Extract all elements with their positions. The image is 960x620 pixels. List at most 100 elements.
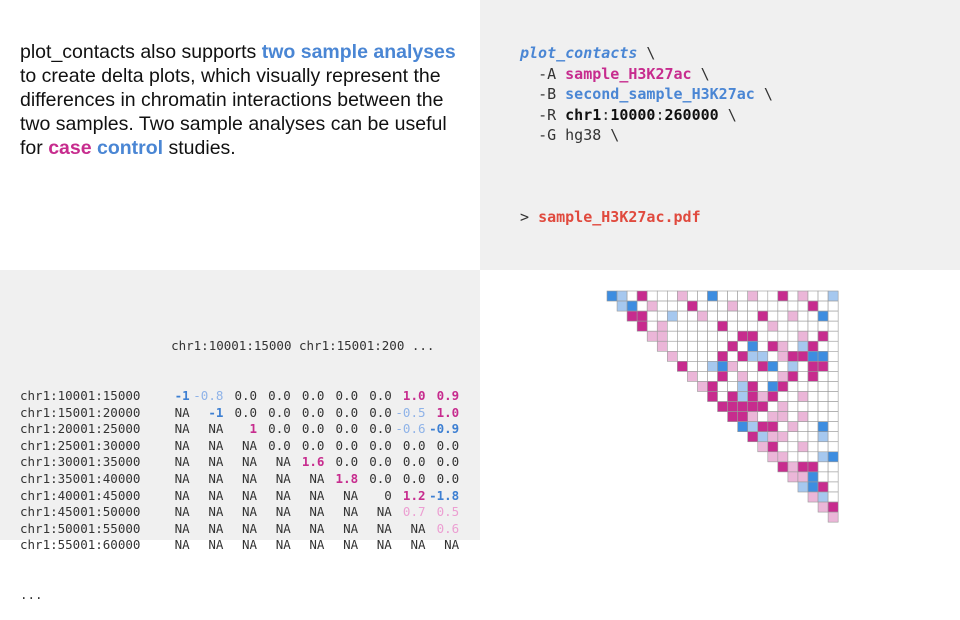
matrix-cell: 1.2 bbox=[402, 487, 426, 503]
matrix-cell: 0.0 bbox=[301, 421, 325, 437]
heatmap-cell bbox=[747, 411, 759, 422]
heatmap-cell bbox=[817, 451, 829, 463]
matrix-cell: 0.0 bbox=[436, 454, 460, 470]
command-line-1: plot_contacts \ bbox=[520, 43, 773, 64]
heatmap-cell bbox=[656, 340, 668, 352]
heatmap-cell bbox=[787, 441, 799, 453]
matrix-cell: NA bbox=[174, 404, 190, 420]
heatmap-cell bbox=[787, 290, 799, 302]
highlight-case: case bbox=[48, 137, 92, 159]
heatmap-cell bbox=[687, 310, 698, 322]
flag-a: -A bbox=[538, 64, 557, 83]
heatmap-cell bbox=[727, 320, 738, 332]
heatmap-cell bbox=[797, 471, 809, 483]
heatmap-cell bbox=[687, 330, 698, 342]
matrix-cell: NA bbox=[242, 437, 258, 453]
heatmap-cell bbox=[606, 290, 618, 302]
heatmap-cell bbox=[767, 391, 779, 402]
heatmap-cell bbox=[757, 441, 769, 453]
heatmap-cell bbox=[747, 310, 759, 322]
heatmap-cell bbox=[777, 391, 789, 402]
heatmap-cell bbox=[777, 381, 789, 392]
heatmap-cell bbox=[687, 361, 698, 372]
heatmap-cell bbox=[757, 290, 769, 302]
matrix-cell: 1.0 bbox=[402, 387, 426, 403]
heatmap-cell bbox=[747, 330, 759, 342]
heatmap-cell bbox=[827, 481, 839, 493]
heatmap-cell bbox=[807, 320, 819, 332]
heatmap-cell bbox=[797, 320, 809, 332]
matrix-cell: 0.0 bbox=[234, 387, 258, 403]
matrix-cell: NA bbox=[410, 520, 426, 536]
heatmap-cell bbox=[777, 431, 789, 443]
heatmap-cell bbox=[817, 461, 829, 473]
heatmap-cell bbox=[697, 300, 708, 312]
heatmap-cell bbox=[777, 320, 789, 332]
heatmap-cell bbox=[737, 351, 748, 362]
matrix-cell: NA bbox=[174, 520, 190, 536]
description-text: plot_contacts also supports two sample a… bbox=[20, 40, 465, 160]
heatmap-cell bbox=[707, 330, 718, 342]
matrix-cell: NA bbox=[174, 437, 190, 453]
heatmap-cell bbox=[697, 361, 708, 372]
matrix-cell: 0.0 bbox=[234, 404, 258, 420]
heatmap-cell bbox=[787, 431, 799, 443]
heatmap-cell bbox=[807, 330, 819, 342]
heatmap-cell bbox=[817, 371, 829, 382]
heatmap-cell bbox=[817, 441, 829, 453]
heatmap-cell bbox=[667, 320, 678, 332]
heatmap-cell bbox=[767, 300, 779, 312]
heatmap-cell bbox=[787, 471, 799, 483]
heatmap-cell bbox=[687, 371, 698, 382]
matrix-cell: -1 bbox=[208, 404, 224, 420]
heatmap-cell bbox=[807, 461, 819, 473]
matrix-cell: NA bbox=[242, 520, 258, 536]
heatmap-cell bbox=[616, 300, 628, 312]
heatmap-cell bbox=[747, 320, 759, 332]
heatmap-cell bbox=[687, 320, 698, 332]
matrix-cell: -1.8 bbox=[429, 487, 460, 503]
heatmap-cell bbox=[797, 300, 809, 312]
heatmap-cell bbox=[727, 330, 738, 342]
matrix-cell: 0.0 bbox=[335, 454, 359, 470]
heatmap-cell bbox=[817, 300, 829, 312]
heatmap-cell bbox=[737, 310, 748, 322]
heatmap-cell bbox=[737, 290, 748, 302]
heatmap-cell bbox=[656, 290, 668, 302]
desc-part-3: studies. bbox=[163, 137, 236, 159]
heatmap-cell bbox=[757, 391, 769, 402]
matrix-cell: 0.0 bbox=[301, 437, 325, 453]
matrix-row: chr1:40001:45000 NA NA NA NA NA NA 0 1.2 -1.8 bbox=[20, 488, 459, 505]
line-continuation: \ bbox=[754, 85, 773, 103]
heatmap-cell bbox=[777, 361, 789, 372]
heatmap-cell bbox=[677, 320, 688, 332]
contact-matrix: chr1:10001:15000 chr1:15001:200 ... chr1… bbox=[20, 305, 459, 620]
heatmap-cell bbox=[677, 290, 688, 302]
heatmap-cell bbox=[777, 340, 789, 352]
matrix-cell: 0.0 bbox=[369, 454, 392, 470]
heatmap-cell bbox=[717, 330, 728, 342]
matrix-cell: NA bbox=[242, 504, 258, 520]
heatmap-cell bbox=[717, 351, 728, 362]
line-continuation: \ bbox=[637, 44, 656, 62]
heatmap-cell bbox=[636, 320, 648, 332]
heatmap-cell bbox=[646, 330, 658, 342]
heatmap-cell bbox=[817, 391, 829, 402]
matrix-cell: 0.0 bbox=[268, 421, 291, 437]
heatmap-cell bbox=[797, 351, 809, 362]
heatmap-cell bbox=[817, 401, 829, 412]
matrix-cell: 0.0 bbox=[268, 437, 291, 453]
matrix-cell: -1 bbox=[174, 387, 190, 403]
heatmap-cell bbox=[636, 290, 648, 302]
matrix-cell: -0.6 bbox=[395, 421, 426, 437]
matrix-cell: NA bbox=[208, 470, 224, 486]
matrix-cell: 0.0 bbox=[335, 421, 359, 437]
matrix-cell: NA bbox=[208, 421, 224, 437]
command-line-4: -R chr1:10000:260000 \ bbox=[520, 105, 773, 126]
heatmap-cell bbox=[747, 371, 759, 382]
heatmap-cell bbox=[656, 320, 668, 332]
line-continuation: \ bbox=[691, 64, 710, 83]
matrix-row: chr1:15001:20000 NA -1 0.0 0.0 0.0 0.0 0.0 -0.5 1… bbox=[20, 405, 459, 422]
heatmap-cell bbox=[767, 310, 779, 322]
matrix-cell: -0.8 bbox=[193, 387, 224, 403]
